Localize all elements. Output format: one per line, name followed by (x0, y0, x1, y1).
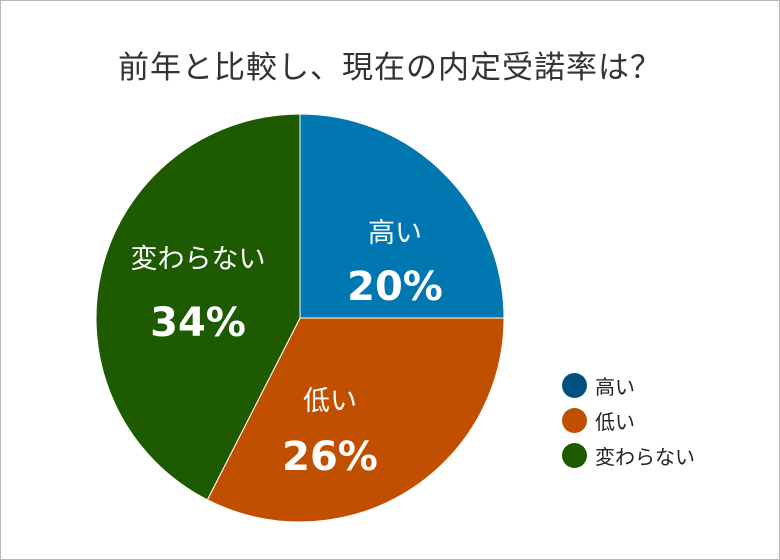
legend-item: 低い (562, 403, 695, 438)
slice-label: 変わらない (131, 244, 266, 275)
legend-item: 変わらない (562, 438, 695, 473)
legend-label: 高い (595, 375, 635, 399)
slice-value-label: 34% (150, 300, 246, 346)
pie-slice (95, 113, 301, 501)
legend-swatch (562, 373, 587, 398)
pie-slice (299, 113, 505, 319)
chart-title: 前年と比較し、現在の内定受諾率は？ (118, 50, 662, 86)
legend-label: 低い (595, 410, 635, 434)
slice-label: 高い (368, 218, 422, 249)
legend-label: 変わらない (595, 445, 695, 469)
slice-value-label: 26% (282, 434, 378, 480)
legend: 高い 低い 変わらない (562, 368, 695, 473)
legend-item: 高い (562, 368, 695, 403)
pie-slice (206, 317, 505, 523)
slice-value-label: 20% (347, 264, 443, 310)
legend-swatch (562, 408, 587, 433)
legend-swatch (562, 443, 587, 468)
slice-label: 低い (303, 386, 357, 417)
